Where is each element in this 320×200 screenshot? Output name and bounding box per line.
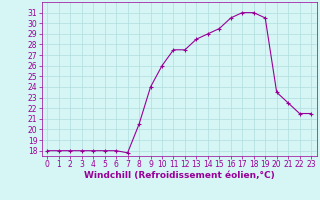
X-axis label: Windchill (Refroidissement éolien,°C): Windchill (Refroidissement éolien,°C)	[84, 171, 275, 180]
